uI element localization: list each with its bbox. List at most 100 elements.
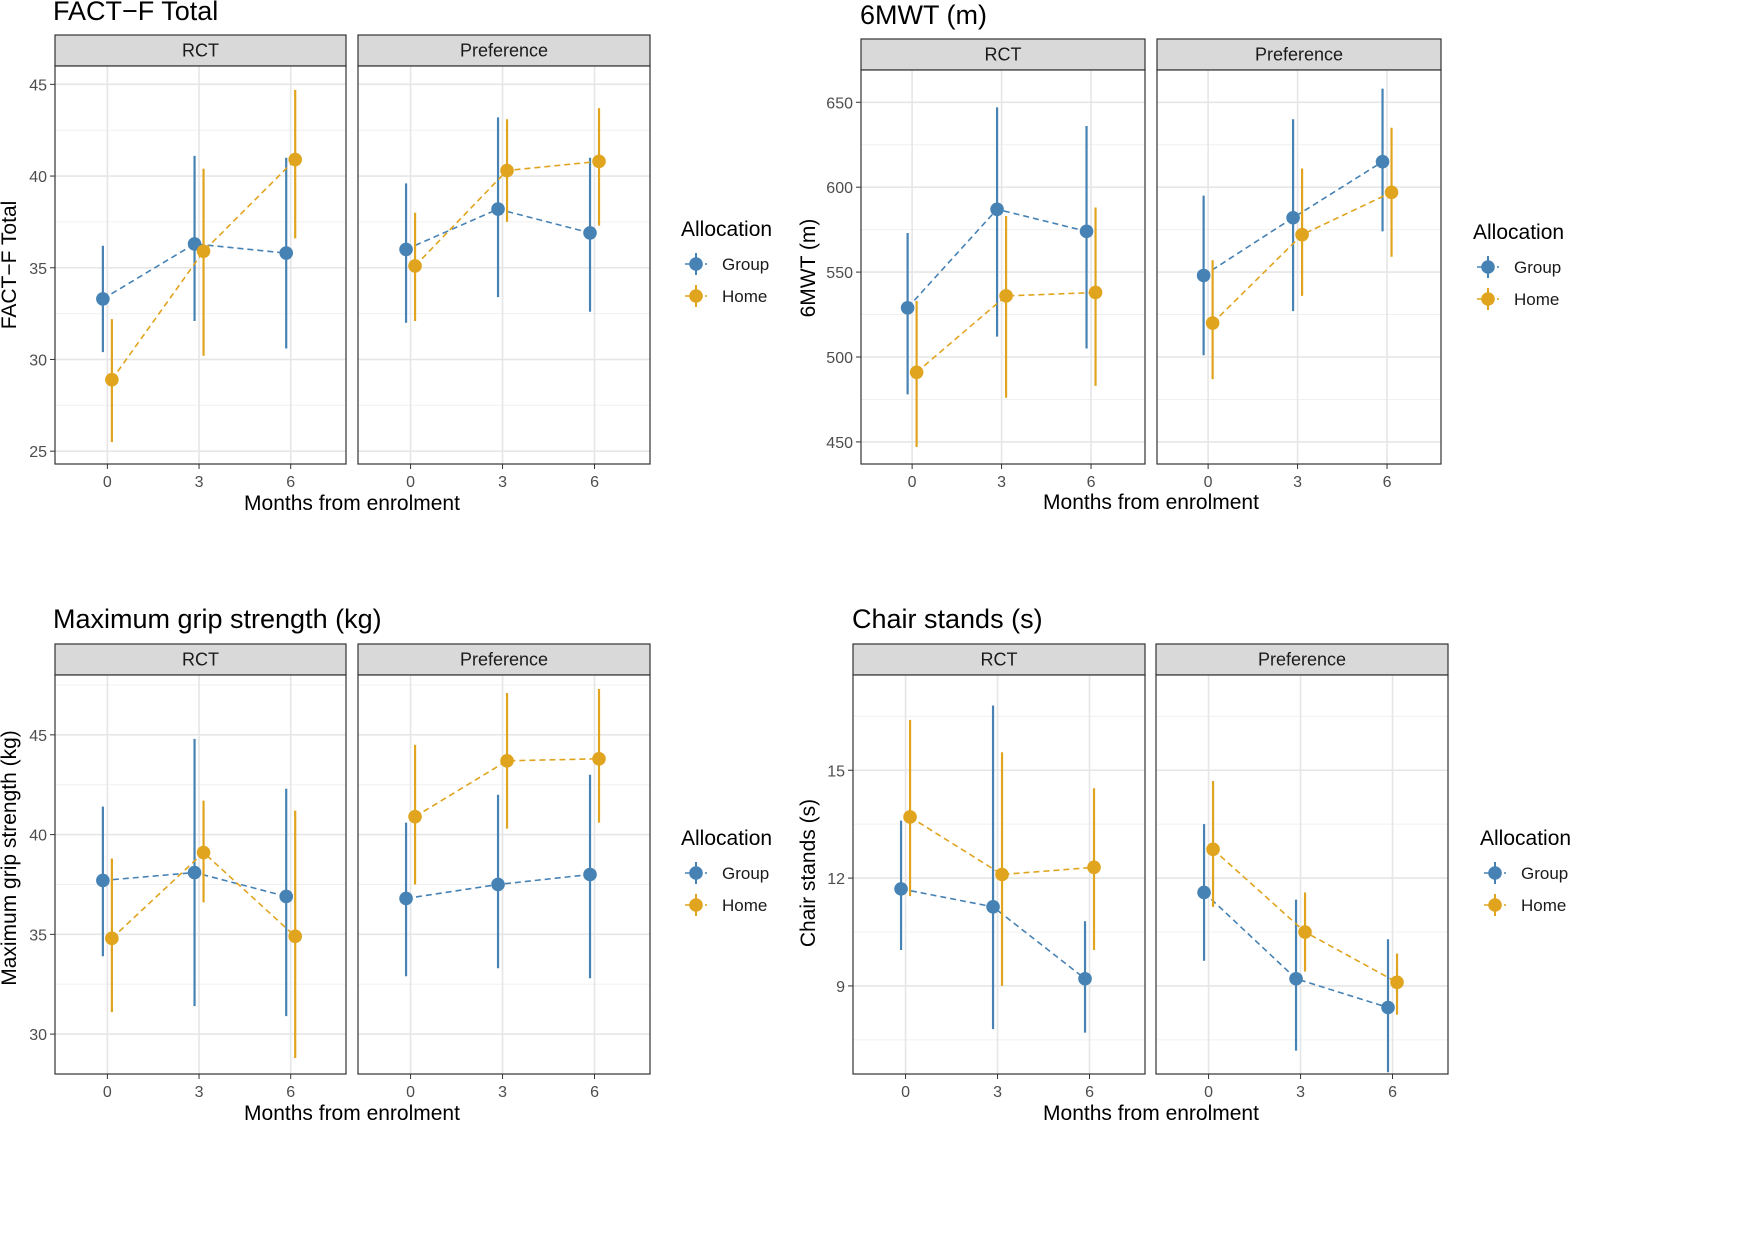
y-tick-label: 40: [29, 828, 47, 845]
facet-strip: [860, 38, 1146, 71]
data-point: [583, 226, 597, 240]
facet-panel-preference: Preference 0 3 6: [1156, 38, 1442, 491]
facet-strip-label: Preference: [1255, 45, 1343, 65]
x-tick-label: 3: [1296, 1084, 1305, 1101]
data-point: [1286, 210, 1300, 225]
legend-label-home: Home: [1521, 896, 1566, 915]
y-tick-label: 12: [827, 871, 845, 888]
data-point: [408, 809, 422, 824]
x-tick-label: 0: [103, 474, 112, 491]
panel-border: [852, 674, 1146, 1075]
data-point: [500, 163, 514, 178]
x-tick-label: 3: [1293, 474, 1302, 491]
panel-background: [55, 66, 346, 464]
data-point: [500, 753, 514, 768]
data-point: [96, 873, 110, 888]
plot-title: Maximum grip strength (kg): [53, 604, 382, 634]
data-point: [1390, 975, 1404, 990]
data-point: [1375, 154, 1390, 169]
data-point: [1079, 224, 1094, 239]
x-tick-label: 3: [195, 1084, 204, 1101]
x-axis-title: Months from enrolment: [244, 1102, 460, 1125]
x-tick-label: 0: [908, 474, 917, 491]
data-point: [408, 259, 422, 273]
data-point: [491, 877, 505, 892]
x-tick-label: 6: [590, 474, 599, 491]
x-axis-title: Months from enrolment: [1043, 491, 1259, 514]
y-tick-label: 25: [29, 444, 47, 461]
legend-key-point: [689, 257, 703, 271]
legend: Allocation Group Home: [1480, 827, 1571, 916]
data-point: [894, 882, 908, 896]
legend-key-point: [689, 866, 703, 880]
plot-title: Chair stands (s): [852, 604, 1043, 634]
legend-key-point: [1481, 260, 1495, 274]
series-group: [399, 117, 597, 323]
panel-background: [358, 66, 650, 464]
legend: Allocation Group Home: [681, 827, 772, 916]
facet-panel-rct: RCT 0 3 6 25 30 35 40 45: [29, 34, 347, 491]
x-tick-label: 0: [901, 1084, 910, 1101]
data-point: [196, 845, 211, 860]
data-point: [1289, 971, 1303, 986]
y-tick-label: 500: [826, 350, 853, 367]
facet-panel-preference: Preference 0 3 6: [357, 643, 651, 1101]
x-axis-title: Months from enrolment: [1043, 1102, 1259, 1125]
legend: Allocation Group Home: [681, 218, 772, 307]
legend-title: Allocation: [681, 827, 772, 850]
x-tick-label: 6: [1383, 474, 1392, 491]
series-home: [903, 719, 1101, 986]
legend-key-point: [689, 289, 703, 303]
panel-border: [54, 674, 347, 1075]
data-point: [399, 891, 413, 906]
data-point: [96, 292, 110, 306]
data-point: [288, 929, 303, 944]
x-tick-label: 0: [1204, 1084, 1213, 1101]
legend-label-group: Group: [722, 864, 769, 883]
y-tick-label: 40: [29, 169, 47, 186]
data-point: [187, 237, 202, 251]
data-point: [399, 242, 413, 257]
legend-label-home: Home: [1514, 290, 1559, 309]
series-group: [96, 155, 294, 353]
y-tick-label: 450: [826, 435, 853, 452]
series-line: [111, 158, 296, 381]
data-point: [1381, 1000, 1395, 1015]
panel-background: [861, 70, 1145, 464]
data-point: [491, 202, 505, 216]
data-point: [583, 867, 597, 882]
y-tick-label: 35: [29, 261, 47, 278]
data-point: [1206, 842, 1220, 857]
x-tick-label: 6: [1087, 474, 1096, 491]
y-tick-label: 45: [29, 77, 47, 94]
x-tick-label: 3: [993, 1084, 1002, 1101]
legend-key-point: [1481, 292, 1495, 306]
facet-strip-label: RCT: [981, 650, 1018, 670]
series-line: [1203, 161, 1383, 277]
data-point: [592, 154, 606, 169]
y-tick-label: 45: [29, 728, 47, 745]
x-tick-label: 0: [406, 1084, 415, 1101]
legend-title: Allocation: [1473, 221, 1564, 244]
data-point: [288, 152, 303, 167]
legend-key-point: [689, 898, 703, 912]
data-point: [1295, 227, 1309, 242]
x-tick-label: 3: [498, 474, 507, 491]
x-tick-label: 6: [286, 474, 295, 491]
plot-title: 6MWT (m): [860, 0, 987, 30]
series-group: [96, 738, 294, 1017]
data-point: [909, 365, 924, 380]
x-tick-label: 6: [590, 1084, 599, 1101]
legend-title: Allocation: [681, 218, 772, 241]
data-point: [1088, 285, 1103, 300]
facet-panel-preference: Preference 0 3 6: [357, 34, 651, 491]
facet-panel-rct: RCT 0 3 6 30 35 40 45: [29, 643, 347, 1101]
data-point: [1078, 971, 1092, 986]
data-point: [1087, 860, 1101, 875]
x-tick-label: 6: [286, 1084, 295, 1101]
data-point: [1384, 185, 1399, 200]
x-tick-label: 0: [406, 474, 415, 491]
y-axis-title: Maximum grip strength (kg): [0, 730, 21, 986]
data-point: [1196, 268, 1211, 283]
